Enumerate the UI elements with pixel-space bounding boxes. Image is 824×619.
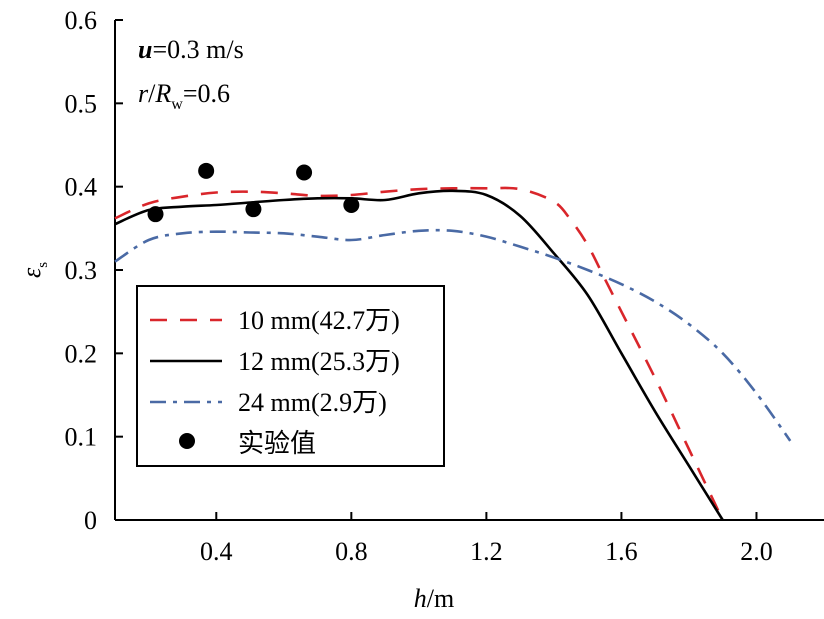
y-tick-label: 0.1 — [65, 423, 98, 452]
data-point-experimental — [245, 201, 262, 218]
y-ticks: 0 0.1 0.2 0.3 0.4 0.5 0.6 — [65, 6, 123, 535]
x-axis-label-var: h — [414, 584, 427, 613]
x-tick-label: 2.0 — [740, 537, 773, 566]
y-axis-label-sub: s — [35, 262, 51, 268]
x-tick-label: 0.4 — [200, 537, 233, 566]
x-axis-label-unit: /m — [427, 584, 454, 613]
x-tick-label: 1.6 — [605, 537, 638, 566]
y-tick-label: 0.3 — [65, 256, 98, 285]
x-ticks: 0.4 0.8 1.2 1.6 2.0 — [200, 512, 773, 566]
y-axis-label-text: εs — [17, 262, 51, 278]
y-axis-label-main: ε — [17, 267, 46, 278]
series-line-12mm — [114, 189, 724, 521]
data-point-experimental — [343, 197, 360, 213]
legend-label-12mm: 12 mm(25.3万) — [238, 347, 400, 376]
series-layer — [114, 186, 792, 521]
y-tick-label: 0.2 — [65, 339, 98, 368]
y-tick-label: 0.5 — [65, 89, 98, 118]
points-layer — [147, 162, 360, 223]
annotation-slash: / — [148, 79, 156, 108]
legend-label-24mm: 24 mm(2.9万) — [238, 388, 387, 417]
legend: 10 mm(42.7万) 12 mm(25.3万) 24 mm(2.9万) 实验… — [136, 285, 445, 467]
annotation-R-var: R — [154, 79, 171, 108]
data-point-experimental — [198, 162, 215, 179]
series-line-10mm — [114, 186, 724, 521]
legend-label-experimental: 实验值 — [238, 429, 316, 458]
x-tick-label: 0.8 — [335, 537, 368, 566]
annotation-r-var: r — [138, 79, 149, 108]
legend-marker-experimental — [179, 433, 195, 449]
y-tick-label: 0 — [84, 506, 97, 535]
y-tick-label: 0.6 — [65, 6, 98, 35]
annotation-radius: r/Rw=0.6 — [138, 79, 230, 113]
annotation-velocity-var: u — [138, 35, 152, 64]
annotation-velocity: u=0.3 m/s — [138, 35, 244, 64]
y-axis-label: εs — [17, 262, 51, 278]
legend-label-10mm: 10 mm(42.7万) — [238, 306, 400, 335]
y-tick-label: 0.4 — [65, 173, 98, 202]
annotation-R-sub: w — [171, 96, 183, 113]
x-axis-label: h/m — [414, 584, 454, 613]
data-point-experimental — [296, 164, 313, 181]
series-line-24mm — [114, 228, 792, 442]
data-point-experimental — [147, 206, 164, 223]
annotation-r-value: =0.6 — [183, 79, 230, 108]
x-tick-label: 1.2 — [470, 537, 503, 566]
annotation-velocity-value: =0.3 m/s — [152, 35, 243, 64]
